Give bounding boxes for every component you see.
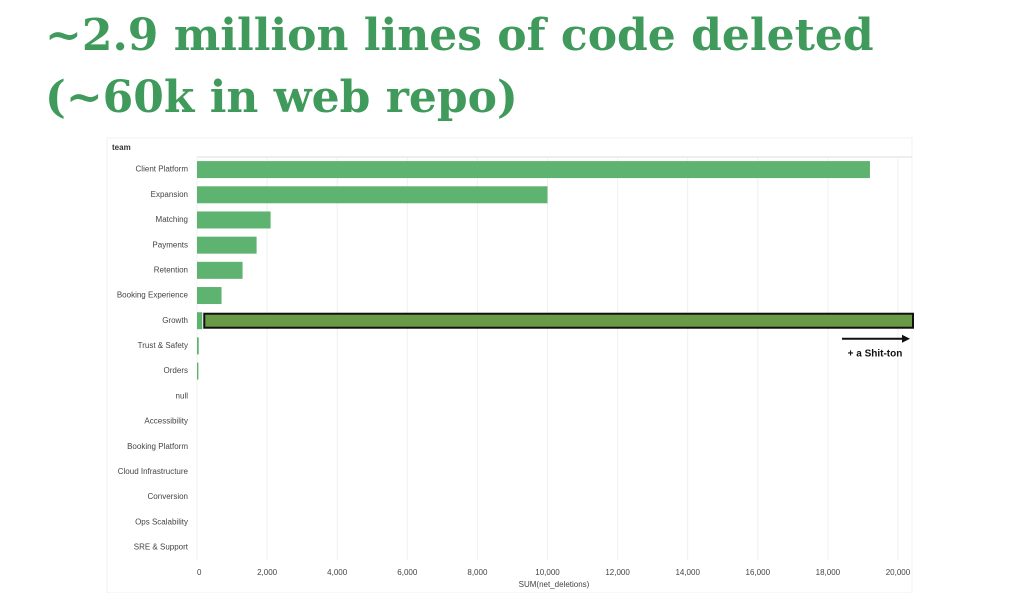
bar [197,287,222,305]
x-tick-label: 8,000 [467,568,488,577]
y-tick-label: Cloud Infrastructure [118,467,189,476]
bar [197,362,199,380]
y-tick-label: Accessibility [144,417,188,426]
bar [197,261,243,279]
slide-title-line: ~2.9 million lines of code deleted [45,10,874,61]
bar [197,312,203,330]
slide-title-line: (~60k in web repo) [45,72,518,123]
y-tick-label: Booking Platform [127,442,188,451]
x-axis-label: SUM(net_deletions) [519,580,590,589]
highlight-overlay [203,312,915,329]
x-tick-label: 2,000 [257,568,278,577]
y-tick-label: Trust & Safety [138,341,188,350]
bar [197,337,199,355]
x-tick-label: 16,000 [746,568,771,577]
y-tick-label: null [176,391,189,400]
x-tick-label: 18,000 [816,568,841,577]
y-tick-label: Retention [154,265,188,274]
x-tick-label: 0 [197,568,202,577]
annotation-arrowhead [902,334,910,343]
x-tick-label: 14,000 [675,568,700,577]
x-tick-label: 10,000 [535,568,560,577]
x-tick-label: 20,000 [886,568,911,577]
y-tick-label: Ops Scalability [135,517,188,526]
y-tick-label: Growth [162,316,188,325]
x-tick-label: 12,000 [605,568,630,577]
bar [197,186,548,204]
y-tick-label: Client Platform [136,165,189,174]
y-tick-label: Booking Experience [117,291,189,300]
y-tick-label: Orders [164,366,188,375]
y-tick-label: Conversion [148,492,188,501]
y-axis-label: team [112,143,131,152]
annotation: + a Shit-ton [848,348,903,359]
bar [197,161,870,179]
y-tick-label: Payments [152,240,188,249]
bar [197,211,271,229]
x-tick-label: 4,000 [327,568,348,577]
x-tick-label: 6,000 [397,568,418,577]
chart-panel [106,137,913,593]
y-tick-label: Matching [156,215,188,224]
y-tick-label: SRE & Support [134,543,189,552]
bar [197,236,257,254]
y-tick-label: Expansion [151,190,188,199]
